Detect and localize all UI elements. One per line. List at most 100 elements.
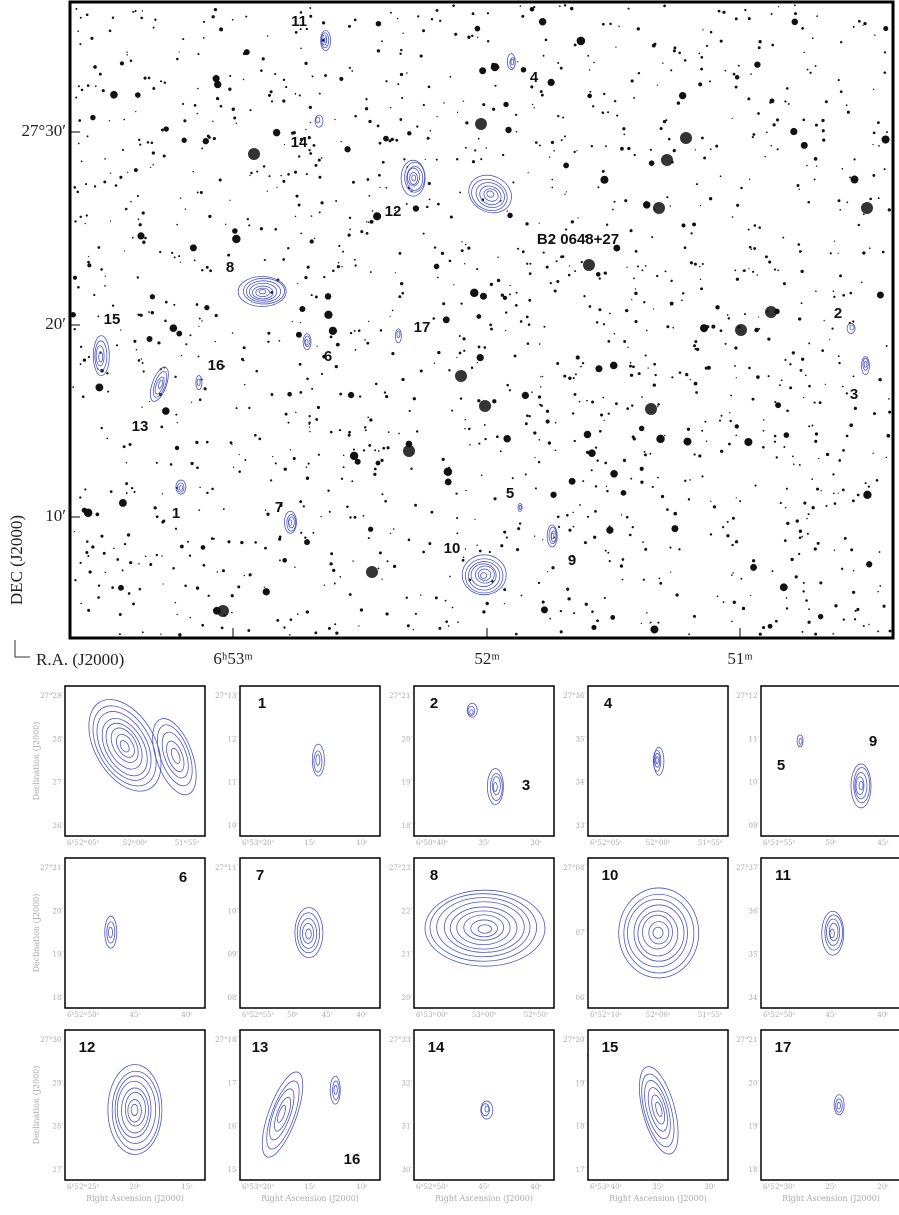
contour: [486, 768, 504, 805]
panel-y-tick-label: 27°12′: [736, 692, 759, 700]
panel-y-tick-label: 06′: [576, 994, 587, 1002]
star: [662, 62, 664, 64]
star: [551, 241, 553, 243]
star: [742, 269, 746, 273]
star: [814, 439, 818, 443]
star: [297, 155, 301, 158]
star: [531, 391, 533, 393]
star: [786, 409, 789, 413]
star: [130, 200, 132, 203]
star: [862, 24, 864, 26]
star: [395, 138, 399, 142]
star: [476, 544, 478, 546]
star: [231, 107, 235, 111]
star: [589, 90, 592, 93]
star: [353, 330, 356, 332]
star: [246, 217, 250, 221]
star: [602, 92, 606, 96]
star: [161, 128, 164, 132]
star: [329, 562, 333, 566]
star: [695, 391, 698, 394]
star: [596, 459, 599, 462]
star: [553, 150, 556, 152]
star: [258, 437, 262, 441]
star: [647, 367, 649, 369]
contour: [104, 915, 118, 949]
panel-x-tick-label: 35ˢ: [652, 1183, 664, 1191]
star: [321, 21, 326, 25]
star: [201, 147, 204, 150]
contour: [121, 1087, 149, 1134]
star: [461, 558, 465, 562]
star: [367, 221, 370, 224]
star: [533, 535, 536, 537]
star: [511, 477, 514, 480]
contour: [480, 572, 488, 579]
star: [346, 505, 349, 508]
star: [485, 147, 487, 149]
star: [584, 602, 588, 606]
star: [502, 295, 508, 301]
star: [209, 269, 212, 273]
star: [591, 400, 595, 404]
star: [230, 594, 234, 598]
star: [360, 230, 364, 234]
star: [353, 18, 357, 22]
contour: [550, 530, 557, 543]
star: [637, 72, 640, 75]
star: [451, 409, 454, 412]
star: [872, 144, 874, 146]
star: [274, 462, 277, 465]
panel-label: 4: [604, 695, 613, 712]
star: [797, 243, 801, 246]
panel-frame: [64, 1029, 206, 1181]
star: [630, 477, 633, 480]
star: [503, 603, 506, 605]
star: [576, 356, 579, 358]
contour: [269, 1088, 295, 1141]
star: [551, 178, 554, 181]
contour: [470, 919, 498, 938]
star: [797, 317, 802, 321]
star: [701, 475, 704, 478]
star: [398, 432, 400, 435]
star: [125, 492, 128, 494]
contour: [315, 116, 321, 124]
star: [657, 403, 660, 406]
star: [304, 61, 308, 65]
star: [100, 534, 104, 538]
star: [517, 247, 520, 250]
star: [700, 55, 704, 59]
star: [683, 246, 687, 250]
star: [658, 577, 661, 580]
star: [454, 32, 458, 36]
star: [203, 387, 207, 391]
contour: [654, 752, 661, 768]
star: [798, 463, 801, 466]
star: [216, 571, 219, 573]
panel-label: 12: [79, 1039, 96, 1056]
star: [287, 246, 290, 250]
source-label: 10: [444, 540, 461, 557]
panel-x-tick-label: 53ᵐ00ˢ: [472, 1011, 497, 1019]
star: [744, 437, 753, 447]
star: [456, 516, 459, 520]
star: [108, 29, 112, 33]
star: [631, 404, 634, 407]
star: [832, 473, 835, 476]
star: [514, 304, 518, 307]
star: [868, 247, 871, 250]
star: [643, 301, 646, 304]
star: [801, 630, 804, 633]
star: [137, 232, 145, 240]
star: [678, 51, 681, 55]
panel-label: 1: [258, 695, 266, 712]
star: [734, 17, 738, 21]
star: [515, 130, 518, 133]
star: [141, 631, 144, 634]
star: [537, 395, 542, 399]
contour: [95, 345, 105, 367]
star: [383, 391, 387, 394]
contour: [468, 561, 501, 591]
star: [573, 43, 577, 47]
